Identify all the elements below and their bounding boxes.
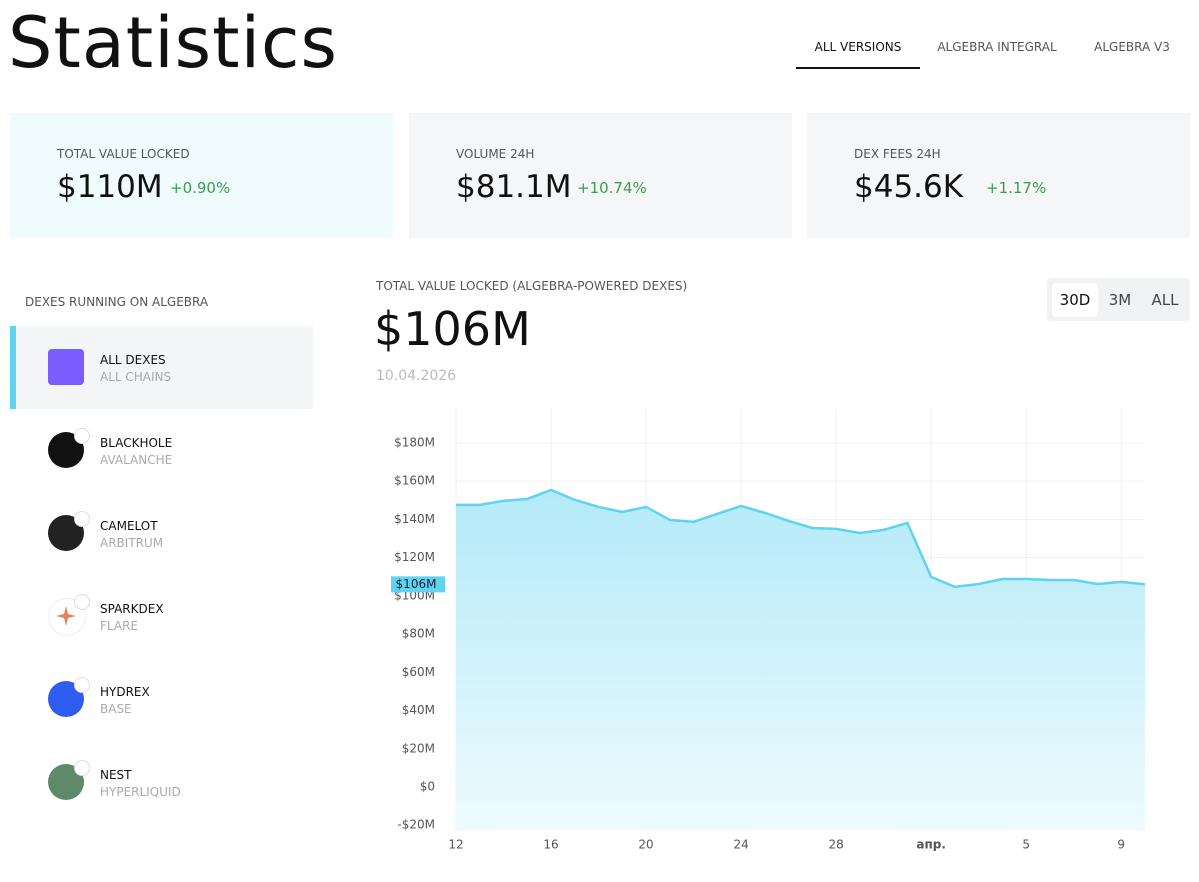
dex-name: HYDREX [100, 685, 150, 699]
dex-chain: FLARE [100, 619, 138, 633]
chart: -$20M$0$20M$40M$60M$80M$100M$120M$140M$1… [391, 408, 1146, 852]
dex-name: BLACKHOLE [100, 436, 173, 450]
range-button[interactable]: 3M [1108, 291, 1132, 309]
dex-name: CAMELOT [100, 519, 158, 533]
tab-underline [796, 67, 920, 69]
stat-value: $81.1M [456, 169, 572, 205]
x-tick-label: 28 [828, 838, 843, 852]
value-label: $106M [396, 577, 437, 591]
range-button[interactable]: ALL [1151, 291, 1179, 309]
dex-chain: BASE [100, 702, 132, 716]
dex-item[interactable]: CAMELOT ARBITRUM [10, 492, 313, 575]
y-tick-label: $140M [394, 512, 435, 526]
stat-change: +0.90% [170, 179, 231, 197]
stat-label: VOLUME 24H [456, 147, 535, 161]
range-button[interactable]: 30D [1052, 283, 1098, 317]
stat-value: $110M [57, 169, 163, 205]
chain-badge [74, 677, 90, 693]
tab[interactable]: ALGEBRA INTEGRAL [937, 40, 1057, 54]
y-tick-label: $40M [402, 703, 435, 717]
x-tick-label: 12 [448, 838, 463, 852]
dex-item[interactable]: HYDREX BASE [10, 658, 313, 741]
stat-value: $45.6K [854, 169, 964, 205]
value-label-bg [391, 576, 445, 593]
chain-badge [74, 594, 90, 610]
selected-bar [10, 326, 16, 409]
y-tick-label: $60M [402, 665, 435, 679]
y-tick-label: $120M [394, 550, 435, 564]
dex-name: NEST [100, 768, 132, 782]
y-tick-label: -$20M [397, 818, 435, 832]
dex-item[interactable]: ALL DEXES ALL CHAINS [10, 326, 313, 409]
stat-card: VOLUME 24H $81.1M +10.74% [409, 113, 792, 238]
chart-date: 10.04.2026 [376, 368, 457, 384]
x-tick-label: 16 [543, 838, 558, 852]
y-tick-label: $180M [394, 435, 435, 449]
x-tick-label: апр. [916, 838, 946, 852]
dex-name: ALL DEXES [100, 353, 166, 367]
dex-chain: ARBITRUM [100, 536, 164, 550]
dex-name: SPARKDEX [100, 602, 164, 616]
stat-change: +1.17% [986, 179, 1047, 197]
sidebar-title: DEXES RUNNING ON ALGEBRA [25, 295, 209, 309]
chart-title: TOTAL VALUE LOCKED (ALGEBRA-POWERED DEXE… [376, 279, 688, 293]
x-tick-label: 24 [733, 838, 748, 852]
y-tick-label: $20M [402, 741, 435, 755]
page-title: Statistics [8, 2, 338, 84]
area [456, 489, 1145, 830]
dex-item[interactable]: BLACKHOLE AVALANCHE [10, 409, 313, 492]
y-tick-label: $0 [420, 779, 435, 793]
y-tick-label: $80M [402, 627, 435, 641]
dex-chain: ALL CHAINS [100, 370, 172, 384]
x-tick-label: 9 [1117, 838, 1125, 852]
stat-label: DEX FEES 24H [854, 147, 941, 161]
tab[interactable]: ALL VERSIONS [814, 40, 902, 54]
dex-item[interactable]: SPARKDEX FLARE [10, 575, 313, 658]
dex-chain: AVALANCHE [100, 453, 173, 467]
chain-badge [74, 428, 90, 444]
dex-icon [48, 349, 84, 385]
stat-change: +10.74% [577, 179, 647, 197]
stat-card: DEX FEES 24H $45.6K +1.17% [807, 113, 1190, 238]
x-tick-label: 5 [1022, 838, 1030, 852]
chain-badge [74, 511, 90, 527]
dex-item[interactable]: NEST HYPERLIQUID [10, 741, 313, 824]
stat-card: TOTAL VALUE LOCKED $110M +0.90% [10, 113, 393, 238]
tab[interactable]: ALGEBRA V3 [1094, 40, 1170, 54]
stat-label: TOTAL VALUE LOCKED [57, 147, 190, 161]
x-tick-label: 20 [638, 838, 653, 852]
y-tick-label: $160M [394, 474, 435, 488]
chain-badge [74, 760, 90, 776]
dex-chain: HYPERLIQUID [100, 785, 181, 799]
chart-value: $106M [374, 302, 531, 356]
line [456, 488, 1146, 589]
